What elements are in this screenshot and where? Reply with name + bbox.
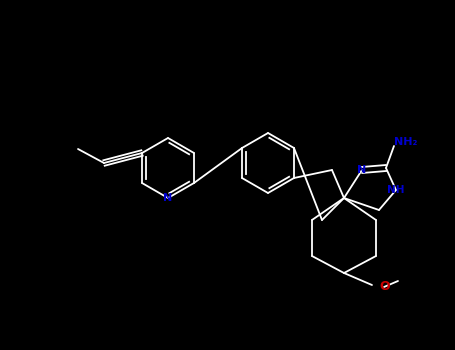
Text: N: N: [357, 165, 367, 175]
Text: NH₂: NH₂: [394, 137, 418, 147]
Text: N: N: [163, 193, 172, 203]
Text: O: O: [379, 280, 389, 294]
Text: NH: NH: [387, 185, 405, 195]
